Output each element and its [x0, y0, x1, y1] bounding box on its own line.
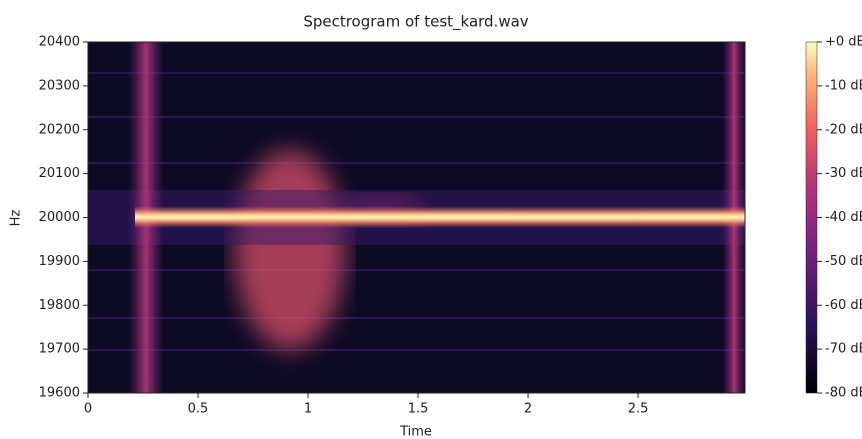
- colorbar: [805, 41, 818, 394]
- colorbar-tick-label: -70 dB: [825, 342, 862, 357]
- colorbar-tick-label: -10 dB: [825, 78, 862, 93]
- x-axis-label: Time: [399, 425, 432, 439]
- y-tick-label: 19900: [39, 254, 80, 269]
- spectrogram-image: [88, 42, 745, 393]
- colorbar-tick-label: -60 dB: [825, 298, 862, 313]
- x-tick-label: 1.5: [408, 402, 429, 417]
- y-tick-label: 20200: [39, 122, 80, 137]
- colorbar-tick-label: -40 dB: [825, 210, 862, 225]
- colorbar-tick-label: -50 dB: [825, 254, 862, 269]
- y-tick-label: 20100: [39, 166, 80, 181]
- y-tick-label: 20400: [39, 35, 80, 50]
- x-tick-label: 1: [304, 402, 312, 417]
- colorbar-tick-label: -30 dB: [825, 166, 862, 181]
- colorbar-tick-label: -80 dB: [825, 386, 862, 401]
- chart-title: Spectrogram of test_kard.wav: [303, 13, 528, 32]
- x-tick-label: 2: [524, 402, 532, 417]
- x-tick-label: 2.5: [628, 402, 649, 417]
- y-tick-label: 19800: [39, 298, 80, 313]
- x-tick-label: 0.5: [188, 402, 209, 417]
- x-tick-label: 0: [84, 402, 92, 417]
- y-axis-label: Hz: [9, 210, 24, 227]
- y-tick-label: 20300: [39, 78, 80, 93]
- y-tick-label: 20000: [39, 210, 80, 225]
- y-tick-label: 19600: [39, 386, 80, 401]
- colorbar-tick-label: +0 dB: [825, 35, 862, 50]
- y-tick-label: 19700: [39, 342, 80, 357]
- colorbar-tick-label: -20 dB: [825, 122, 862, 137]
